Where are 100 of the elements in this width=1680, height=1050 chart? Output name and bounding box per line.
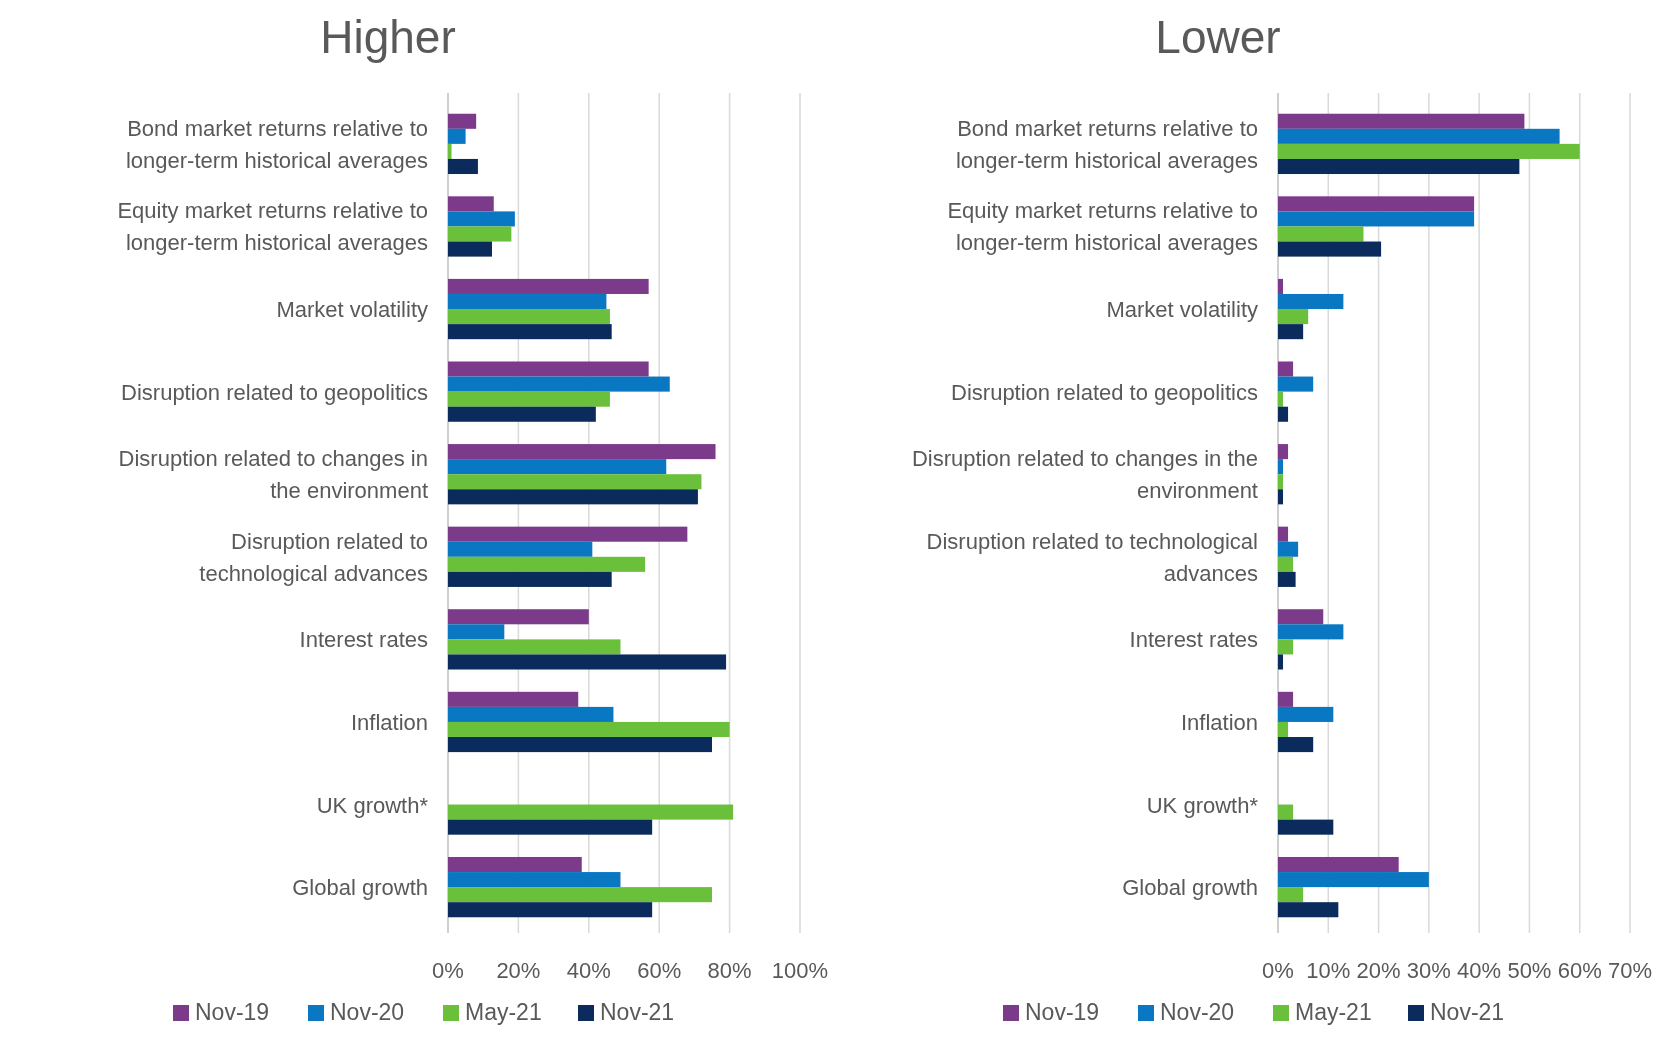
bar [448, 158, 478, 175]
bar [1278, 902, 1339, 918]
bar [448, 309, 610, 325]
bar [448, 376, 670, 392]
bar [448, 211, 515, 227]
bar [448, 406, 596, 422]
bar [448, 556, 646, 572]
bar [448, 737, 712, 753]
bar [448, 526, 688, 542]
bar [1278, 571, 1296, 587]
bar [448, 819, 653, 835]
y-tick-label: UK growth* [1146, 792, 1259, 818]
bar [1278, 444, 1289, 460]
bar [448, 143, 452, 159]
bar [1278, 474, 1284, 490]
bar [1278, 391, 1284, 407]
bar [448, 721, 730, 738]
y-tick-label: Equity market returns relative to longer-term historical averages [117, 198, 428, 256]
legend-label: Nov-21 [600, 999, 675, 1025]
bar [1278, 324, 1304, 340]
x-tick-label: 40% [1457, 958, 1502, 983]
y-tick-label: Disruption related to technological advances [199, 528, 428, 586]
legend-label: Nov-19 [1025, 999, 1100, 1025]
bar [1278, 143, 1580, 159]
bar [1278, 639, 1294, 655]
bar [1278, 128, 1560, 144]
bar [1278, 856, 1399, 873]
bar [1278, 609, 1324, 625]
bar [448, 226, 512, 242]
y-tick-label: Disruption related to changes in the environment [911, 446, 1258, 504]
x-tick-label: 40% [566, 958, 611, 983]
bar [448, 459, 667, 475]
bar [1278, 624, 1344, 640]
bar [1278, 211, 1475, 227]
y-tick-label: Disruption related to geopolitics [951, 379, 1258, 405]
bar [448, 241, 492, 257]
bar [448, 128, 466, 144]
y-tick-label: Inflation [1180, 709, 1258, 735]
x-tick-label: 80% [707, 958, 752, 983]
bar [448, 872, 621, 888]
y-tick-label: UK growth* [316, 792, 429, 818]
bar [448, 361, 649, 377]
bar [1278, 737, 1314, 753]
bar [1278, 706, 1334, 722]
chart-title: Higher [320, 11, 456, 63]
y-tick-label: Market volatility [276, 297, 428, 323]
x-tick-label: 60% [1557, 958, 1602, 983]
y-tick-label: Disruption related to technological advances [926, 528, 1258, 586]
bar [448, 706, 614, 722]
bar [1278, 278, 1284, 294]
bar [1278, 158, 1520, 175]
bar [448, 571, 612, 587]
bar [448, 489, 698, 505]
bar [448, 391, 610, 407]
y-tick-label: Equity market returns relative to longer-term historical averages [947, 198, 1258, 256]
bar [448, 887, 712, 903]
bar [1278, 541, 1299, 557]
bar [448, 654, 727, 670]
bar [1278, 241, 1382, 257]
legend-label: Nov-20 [330, 999, 405, 1025]
bar [1278, 113, 1525, 129]
x-tick-label: 70% [1607, 958, 1653, 983]
legend-label: Nov-19 [195, 999, 270, 1025]
bar [1278, 361, 1294, 377]
legend-label: Nov-20 [1160, 999, 1235, 1025]
bar [448, 444, 716, 460]
bar [448, 196, 494, 212]
y-tick-label: Disruption related to geopolitics [121, 379, 428, 405]
bar [1278, 721, 1289, 738]
chart-title: Lower [1155, 11, 1281, 63]
legend-label: May-21 [465, 999, 542, 1025]
bar [448, 278, 649, 294]
y-tick-label: Global growth [292, 875, 428, 901]
bar [1278, 489, 1284, 505]
bar [448, 324, 612, 340]
bar [1278, 691, 1294, 707]
bar [1278, 309, 1309, 325]
bar [448, 639, 621, 655]
y-tick-label: Bond market returns relative to longer-term historical averages [125, 115, 428, 173]
bar [1278, 406, 1289, 422]
bar [448, 609, 589, 625]
bar [448, 691, 579, 707]
y-tick-label: Interest rates [1129, 627, 1258, 653]
y-tick-label: Bond market returns relative to longer-term historical averages [955, 115, 1258, 173]
x-tick-label: 20% [496, 958, 541, 983]
bar [448, 856, 582, 873]
bar [1278, 887, 1304, 903]
legend-label: Nov-21 [1430, 999, 1505, 1025]
bar [1278, 376, 1314, 392]
bar [1278, 526, 1289, 542]
bar [1278, 293, 1344, 310]
x-tick-label: 60% [637, 958, 682, 983]
x-tick-label: 10% [1306, 958, 1351, 983]
bar [1278, 819, 1334, 835]
bar [1278, 459, 1284, 475]
x-tick-label: 0% [1262, 958, 1294, 983]
bar [1278, 872, 1429, 888]
bar [448, 804, 734, 820]
x-tick-label: 50% [1507, 958, 1552, 983]
legend-label: May-21 [1295, 999, 1372, 1025]
